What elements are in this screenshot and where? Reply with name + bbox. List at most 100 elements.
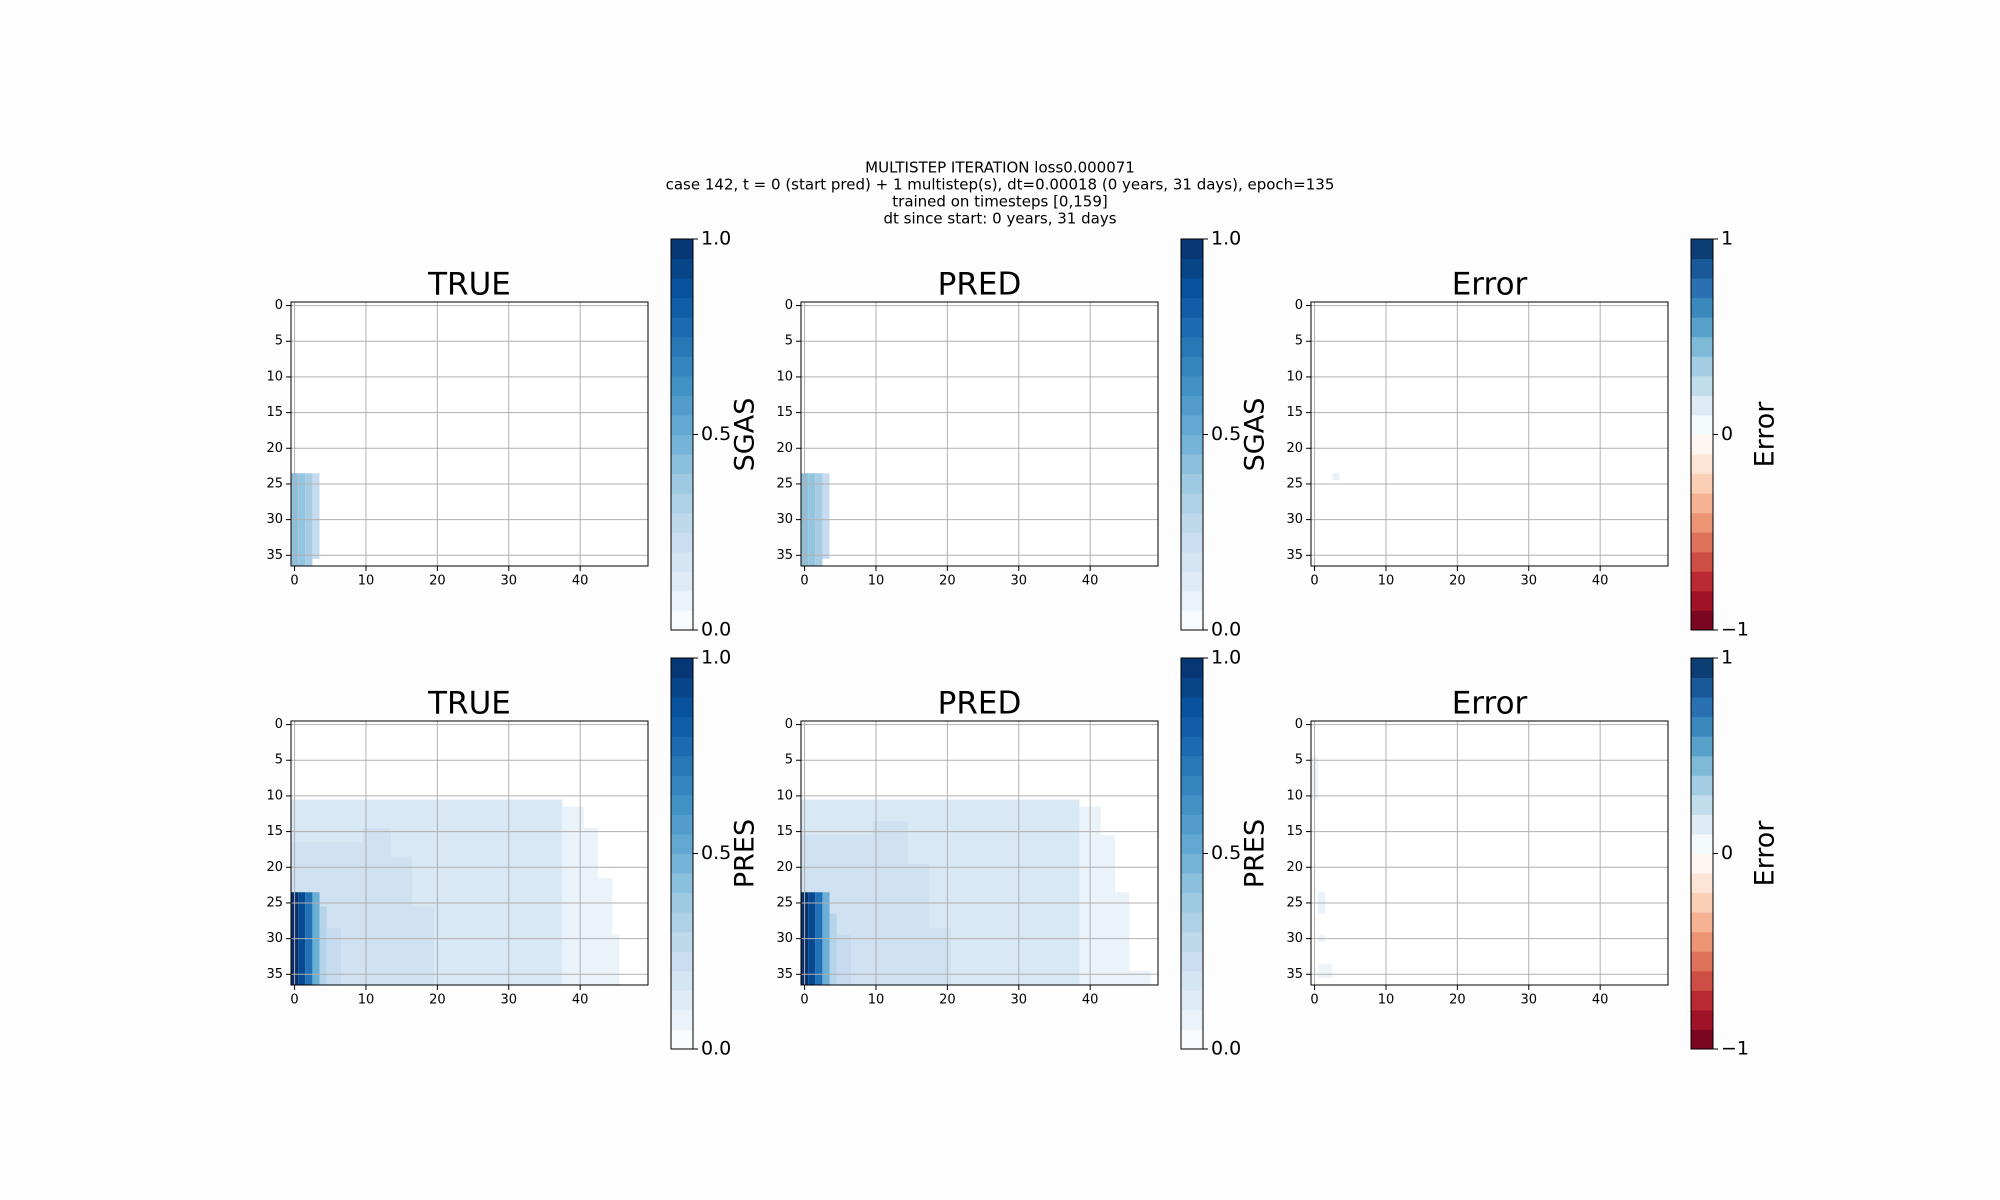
y-tick-label: 10 <box>1286 788 1303 803</box>
colorbar-band <box>1691 1029 1713 1050</box>
colorbar-band <box>1181 833 1203 854</box>
colorbar-band <box>1691 990 1713 1011</box>
colorbar-band <box>1181 493 1203 514</box>
y-tick-label: 20 <box>1286 441 1303 456</box>
colorbar-band <box>1691 833 1713 854</box>
colorbar-label: SGAS <box>730 398 761 472</box>
y-tick-label: 25 <box>776 895 793 910</box>
colorbar-band <box>671 990 693 1011</box>
x-tick-label: 20 <box>939 993 956 1008</box>
y-tick-label: 30 <box>776 931 793 946</box>
colorbar-label: PRES <box>730 819 761 888</box>
colorbar-band <box>1181 532 1203 553</box>
axes-frame <box>800 720 1159 986</box>
heatmap-cell <box>822 473 830 559</box>
colorbar-tick-label: 0 <box>1721 423 1733 445</box>
y-tick-label: 30 <box>776 512 793 527</box>
colorbar-band <box>671 873 693 894</box>
y-tick-label: 15 <box>266 824 283 839</box>
colorbar-band <box>671 794 693 815</box>
colorbar-label: Error <box>1750 401 1781 468</box>
x-tick-label: 40 <box>1592 574 1609 589</box>
heatmap-cell <box>929 927 951 985</box>
axes-frame <box>800 301 1159 567</box>
colorbar-band <box>1691 892 1713 913</box>
x-tick-label: 0 <box>290 993 298 1008</box>
colorbar-band <box>1691 336 1713 357</box>
heatmap-cell <box>1318 963 1333 978</box>
colorbar-band <box>1691 258 1713 279</box>
colorbar-band <box>671 512 693 533</box>
y-tick-label: 15 <box>776 405 793 420</box>
axes-frame <box>1310 301 1669 567</box>
x-tick-label: 0 <box>800 574 808 589</box>
colorbar-band <box>1181 990 1203 1011</box>
colorbar-tick-label: 0.5 <box>701 423 731 445</box>
y-tick-label: 0 <box>275 298 283 313</box>
colorbar-band <box>1181 1009 1203 1030</box>
colorbar-band <box>671 970 693 991</box>
colorbar-band <box>1181 336 1203 357</box>
colorbar-band <box>671 297 693 318</box>
colorbar-band <box>671 551 693 572</box>
y-tick-label: 10 <box>776 788 793 803</box>
colorbar-band <box>1691 454 1713 475</box>
colorbar-band <box>671 1009 693 1030</box>
colorbar-band <box>1691 814 1713 835</box>
colorbar-band <box>1691 278 1713 299</box>
y-tick-label: 5 <box>1295 334 1303 349</box>
colorbar-band <box>1181 512 1203 533</box>
panel-title: TRUE <box>427 686 511 722</box>
colorbar-band <box>671 414 693 435</box>
colorbar-band <box>1691 736 1713 757</box>
colorbar-band <box>1691 697 1713 718</box>
y-tick-label: 5 <box>785 753 793 768</box>
colorbar-tick-label: 1.0 <box>1211 228 1241 250</box>
colorbar-band <box>671 356 693 377</box>
colorbar-band <box>1181 454 1203 475</box>
x-tick-label: 30 <box>1520 574 1537 589</box>
colorbar-band <box>1691 853 1713 874</box>
x-tick-label: 0 <box>800 993 808 1008</box>
colorbar-band <box>1181 697 1203 718</box>
y-tick-label: 35 <box>776 548 793 563</box>
colorbar-band <box>1181 951 1203 972</box>
colorbar-band <box>671 278 693 299</box>
y-tick-label: 35 <box>1286 548 1303 563</box>
heatmap-cell <box>836 935 851 985</box>
heatmap-cell <box>326 927 341 985</box>
x-tick-label: 10 <box>868 993 885 1008</box>
colorbar-label: PRES <box>1240 819 1271 888</box>
colorbar-band <box>671 395 693 416</box>
colorbar-band <box>1181 814 1203 835</box>
plot-area <box>291 302 648 566</box>
x-tick-label: 10 <box>358 993 375 1008</box>
colorbar-band <box>671 239 693 260</box>
colorbar-band <box>1691 414 1713 435</box>
colorbar-band <box>1181 677 1203 698</box>
colorbar-band <box>671 814 693 835</box>
colorbar-band <box>1691 317 1713 338</box>
panel-title: PRED <box>938 267 1022 303</box>
colorbar-band <box>671 532 693 553</box>
axes-frame <box>290 720 649 986</box>
panel-title: TRUE <box>427 267 511 303</box>
colorbar-band <box>1181 551 1203 572</box>
x-tick-label: 40 <box>1082 574 1099 589</box>
colorbar-band <box>1181 239 1203 260</box>
colorbar-band <box>671 571 693 592</box>
heatmap-cell <box>1129 970 1151 985</box>
colorbar-band <box>1181 931 1203 952</box>
colorbar-band <box>671 697 693 718</box>
heatmap-cell <box>562 806 584 985</box>
colorbar-band <box>1691 375 1713 396</box>
x-tick-label: 30 <box>1520 993 1537 1008</box>
colorbar-band <box>1181 873 1203 894</box>
colorbar-band <box>1691 658 1713 679</box>
y-tick-label: 35 <box>776 967 793 982</box>
x-tick-label: 0 <box>290 574 298 589</box>
colorbar-band <box>671 658 693 679</box>
heatmap-cell <box>319 906 327 985</box>
colorbar-band <box>1181 610 1203 631</box>
